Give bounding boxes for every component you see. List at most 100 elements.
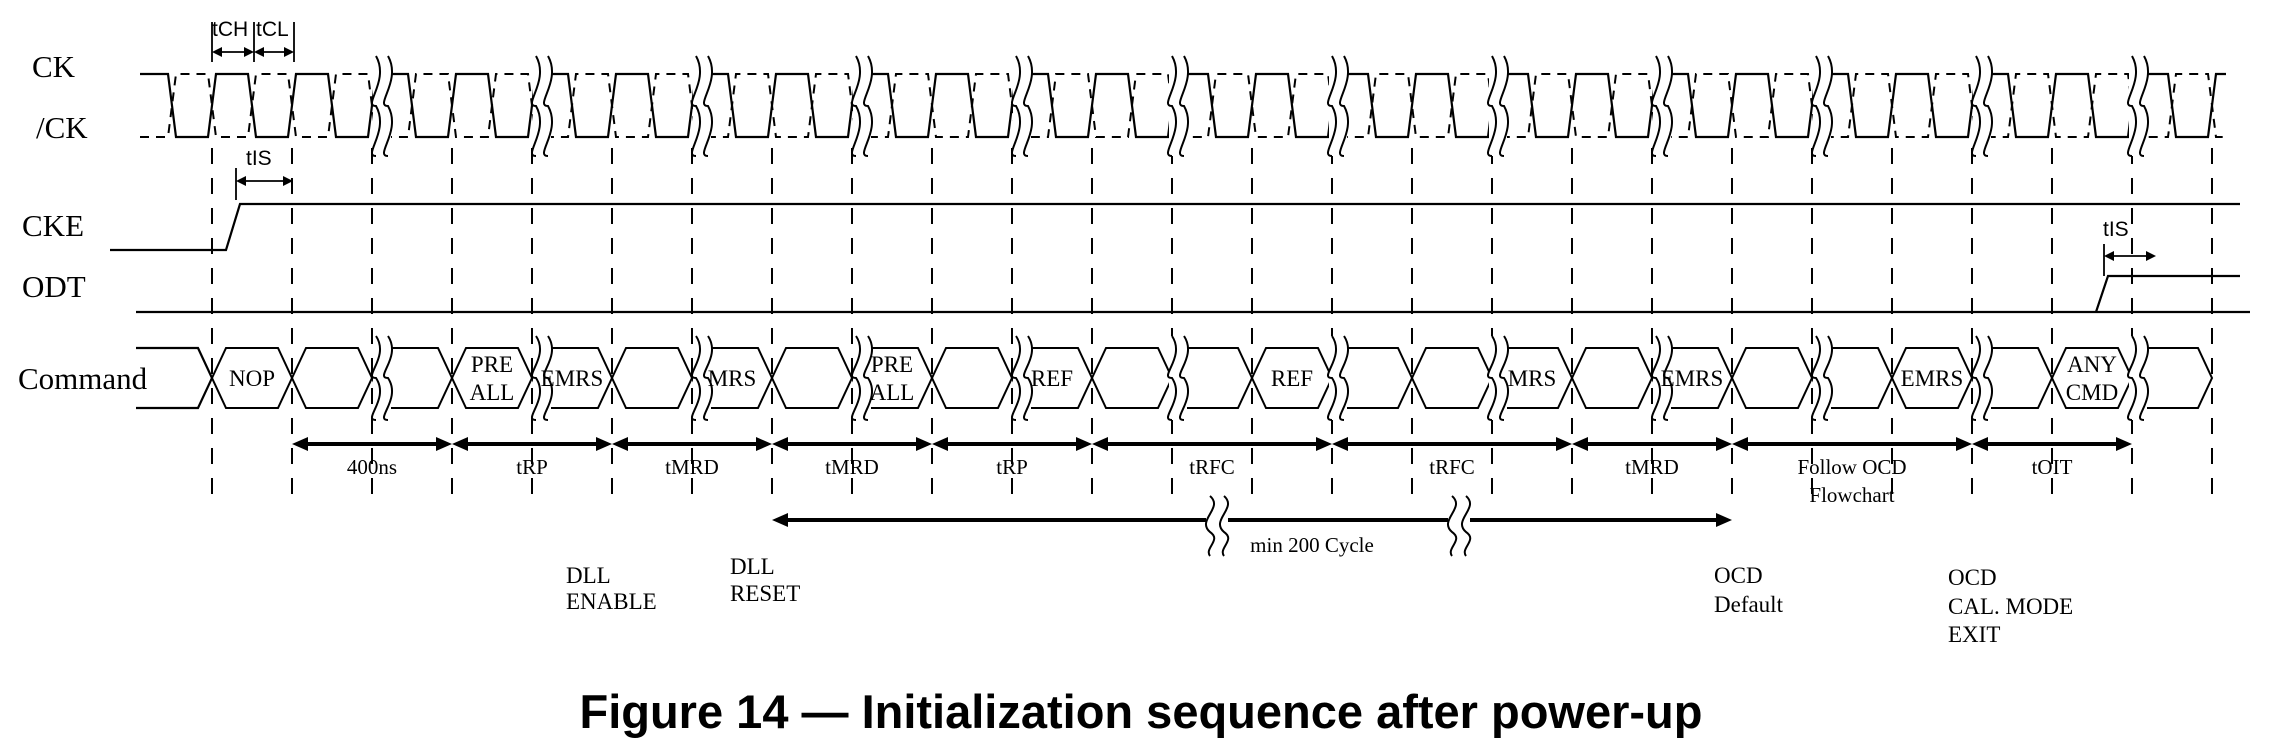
command-label-anycmd: CMD — [2066, 380, 2118, 405]
command-time-break — [543, 335, 554, 421]
command-time-break — [1983, 335, 1994, 421]
command-time-break — [371, 335, 382, 421]
ck-signal-label: CK — [32, 49, 76, 84]
interval-label: Flowchart — [1809, 483, 1894, 507]
command-signal-label: Command — [18, 361, 148, 396]
command-label-emrs2: EMRS — [1661, 366, 1724, 391]
long-interval-break-mask — [1448, 498, 1470, 544]
annotations: DLL ENABLE DLL RESET OCD Default OCD CAL… — [566, 554, 2073, 647]
clock-time-break-mask — [2129, 56, 2147, 156]
command-time-break — [1167, 335, 1178, 421]
command-label-mrs1: MRS — [708, 366, 757, 391]
interval-arrow-head — [1076, 437, 1092, 451]
interval-arrow-head — [1956, 437, 1972, 451]
timing-intervals: 400ns tRP tMRD tMRD tRP tRFC tRFC tMRD Follow OC… — [292, 437, 2132, 507]
ck-n-signal-label: /CK — [36, 110, 88, 145]
clock-time-break-mask — [1813, 56, 1831, 156]
annotation-dll-enable-2: ENABLE — [566, 589, 657, 614]
interval-label: tMRD — [825, 455, 879, 479]
clock-waveforms — [140, 55, 2226, 157]
clock-time-break-mask — [373, 56, 391, 156]
command-label-preall1: ALL — [470, 380, 515, 405]
command-bus-slot — [1570, 347, 1654, 409]
command-time-break-mask — [1169, 336, 1187, 420]
clock-time-break — [702, 55, 714, 157]
command-label-emrs1: EMRS — [541, 366, 604, 391]
interval-arrow-head — [756, 437, 772, 451]
command-label-preall2: PRE — [871, 352, 913, 377]
clock-time-break — [1810, 55, 1822, 157]
long-interval-break — [1446, 495, 1458, 557]
interval-arrow-head — [1316, 437, 1332, 451]
command-time-break — [691, 335, 702, 421]
command-label-nop: NOP — [229, 366, 275, 391]
ck-n-waveform — [140, 73, 2226, 138]
clock-time-break — [1166, 55, 1178, 157]
command-label-mrs2: MRS — [1508, 366, 1557, 391]
clock-time-break — [382, 55, 394, 157]
command-label-anycmd: ANY — [2067, 352, 2117, 377]
command-time-break — [1663, 335, 1674, 421]
tis-label-odt: tIS — [2103, 218, 2129, 241]
command-label-preall2: ALL — [870, 380, 915, 405]
tis-markers: tIS tIS — [235, 147, 2156, 276]
command-time-break — [851, 335, 862, 421]
figure-title: Figure 14 — Initialization sequence afte… — [580, 685, 1703, 738]
clock-time-break — [862, 55, 874, 157]
odt-high-line — [2094, 274, 2240, 313]
command-time-break-mask — [853, 336, 871, 420]
command-time-break — [1339, 335, 1350, 421]
interval-label: tRFC — [1429, 455, 1475, 479]
command-time-break — [383, 335, 394, 421]
clock-time-break — [542, 55, 554, 157]
clock-time-break — [1022, 55, 1034, 157]
cke-line — [110, 202, 2240, 252]
interval-arrow-head — [1732, 437, 1748, 451]
clock-time-break — [850, 55, 862, 157]
interval-arrow-head — [612, 437, 628, 451]
command-labels: NOP PRE ALL EMRS MRS PRE ALL REF REF MRS EMRS EMRS A… — [229, 352, 2118, 405]
clock-time-break — [1498, 55, 1510, 157]
clock-time-break-mask — [1653, 56, 1671, 156]
min-200-cycle-arrow-head — [1716, 513, 1732, 527]
long-interval-break — [1204, 495, 1216, 557]
command-time-break — [2127, 335, 2138, 421]
annotation-ocd-default-2: Default — [1714, 592, 1784, 617]
command-time-break — [863, 335, 874, 421]
interval-arrow-head — [1556, 437, 1572, 451]
command-time-break — [531, 335, 542, 421]
interval-arrow-head — [596, 437, 612, 451]
interval-label: tMRD — [665, 455, 719, 479]
annotation-dll-enable-1: DLL — [566, 563, 611, 588]
command-time-break — [1023, 335, 1034, 421]
command-time-break-mask — [373, 336, 391, 420]
annotation-dll-reset-1: DLL — [730, 554, 775, 579]
command-time-break — [1327, 335, 1338, 421]
command-label-preall1: PRE — [471, 352, 513, 377]
clock-time-break — [1010, 55, 1022, 157]
interval-label: tRFC — [1189, 455, 1235, 479]
clock-time-break-mask — [1169, 56, 1187, 156]
min-200-cycle-label: min 200 Cycle — [1250, 533, 1374, 557]
interval-arrow-head — [1972, 437, 1988, 451]
clock-time-break — [1178, 55, 1190, 157]
interval-label: 400ns — [347, 455, 397, 479]
command-time-break-mask — [1013, 336, 1031, 420]
clock-time-break-mask — [1329, 56, 1347, 156]
command-bus-slot — [770, 347, 854, 409]
command-bus-slot — [290, 347, 374, 409]
tis-label-cke: tIS — [246, 147, 272, 170]
clock-time-break — [1982, 55, 1994, 157]
interval-arrow-head — [2116, 437, 2132, 451]
interval-label: Follow OCD — [1797, 455, 1906, 479]
command-label-emrs3: EMRS — [1901, 366, 1964, 391]
clock-time-break — [2126, 55, 2138, 157]
command-bus-waveform — [136, 335, 2214, 421]
clock-time-break — [1970, 55, 1982, 157]
command-bus-slot — [610, 347, 694, 409]
annotation-ocd-cal-1: OCD — [1948, 565, 1997, 590]
interval-arrow-head — [932, 437, 948, 451]
clock-time-break — [2138, 55, 2150, 157]
command-bus-start — [136, 346, 214, 410]
command-bus-slot — [1730, 347, 1814, 409]
